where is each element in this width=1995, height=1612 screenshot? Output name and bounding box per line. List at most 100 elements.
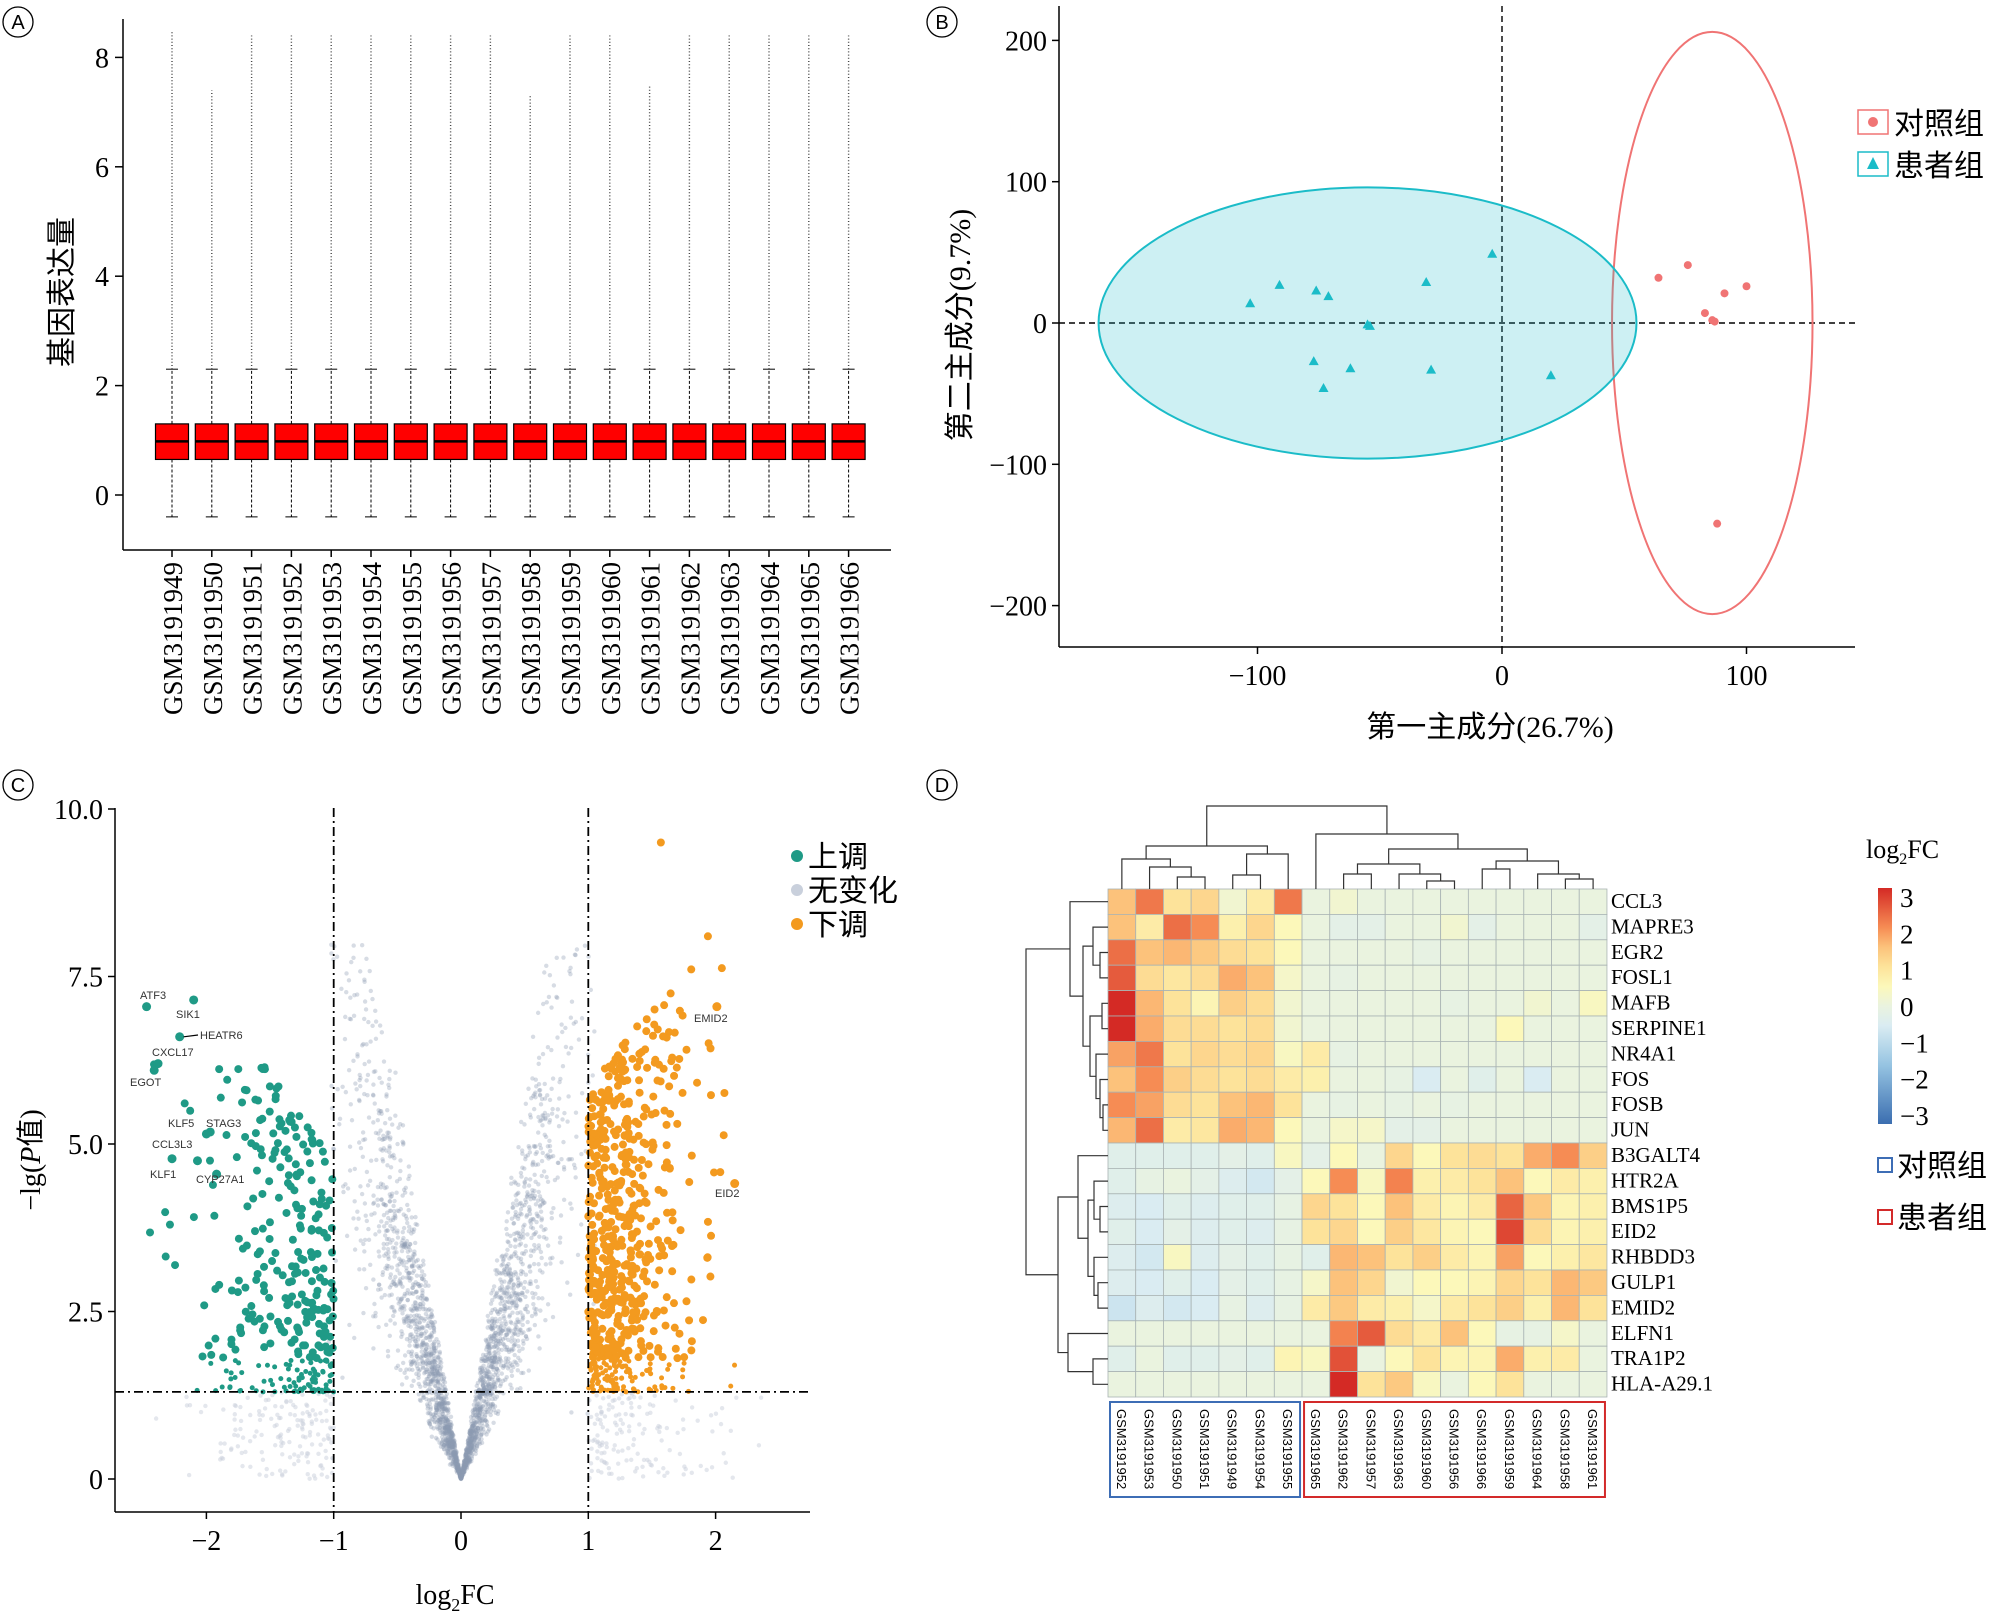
heatmap-cell-EMID2-GSM3191958 [1551, 1295, 1580, 1322]
point-unchanged [459, 1470, 465, 1476]
point-unchanged [513, 1253, 519, 1259]
point-unchanged [519, 1148, 525, 1153]
heatmap-cell-HLA-A29.1-GSM3191951 [1190, 1371, 1220, 1398]
point-unchanged [408, 1359, 413, 1364]
point-unchanged [418, 1331, 424, 1336]
heatmap-cell-GULP1-GSM3191963 [1384, 1269, 1414, 1296]
point-unchanged [462, 1465, 467, 1471]
row-dendrogram [1093, 1256, 1108, 1296]
point-unchanged [315, 1432, 321, 1437]
point-unchanged [520, 1315, 526, 1320]
point-unchanged [393, 1245, 398, 1251]
point-unchanged [371, 1193, 376, 1198]
heatmap-cell-ELFN1-GSM3191961 [1578, 1320, 1608, 1347]
point-down [634, 1353, 643, 1362]
point-unchanged [559, 1157, 564, 1162]
x-tick-label: GSM3191963 [715, 562, 745, 715]
point-unchanged [537, 1346, 542, 1351]
point-unchanged [478, 1405, 483, 1410]
point-unchanged [526, 1183, 532, 1188]
row-dendrogram [1077, 1155, 1108, 1239]
column-dendrogram [1343, 873, 1372, 889]
point-unchanged [490, 1288, 496, 1293]
point-unchanged [414, 1273, 420, 1278]
point-unchanged [595, 1433, 600, 1438]
point-unchanged [280, 1452, 285, 1457]
point-down [609, 1200, 618, 1209]
point-unchanged [396, 1208, 402, 1214]
point-unchanged [409, 1354, 414, 1359]
point-unchanged [516, 1329, 522, 1334]
heatmap-cell-MAFB-GSM3191959 [1495, 990, 1525, 1017]
point-unchanged [511, 1343, 516, 1349]
point-unchanged [465, 1457, 471, 1462]
point-unchanged [424, 1296, 429, 1301]
point-unchanged [486, 1319, 492, 1325]
heatmap-cell-CCL3-GSM3191955 [1273, 888, 1303, 915]
point-unchanged [442, 1442, 447, 1448]
group-legend-key [1877, 1209, 1893, 1225]
point-unchanged [442, 1423, 447, 1429]
heatmap-cell-GULP1-GSM3191950 [1163, 1269, 1192, 1296]
point-unchanged [470, 1425, 475, 1431]
point-unchanged [545, 1302, 551, 1307]
point-unchanged [358, 1083, 363, 1089]
point-down [588, 1220, 597, 1229]
point-up [252, 1166, 261, 1175]
point-down [600, 1126, 609, 1135]
point-unchanged [520, 1346, 525, 1351]
point-unchanged [442, 1406, 447, 1411]
point-unchanged [481, 1387, 486, 1392]
point-unchanged [362, 999, 368, 1004]
point-unchanged [466, 1447, 472, 1452]
point-unchanged [460, 1472, 465, 1478]
point-unchanged [456, 1467, 462, 1472]
heatmap-cell-FOS-GSM3191950 [1163, 1066, 1192, 1093]
point-unchanged [399, 1334, 404, 1340]
point-unchanged [568, 1045, 574, 1051]
point-unchanged [400, 1229, 405, 1235]
point-unchanged [316, 1451, 321, 1457]
point-unchanged [454, 1470, 460, 1475]
point-unchanged [438, 1397, 444, 1402]
heatmap-cell-B3GALT4-GSM3191955 [1273, 1142, 1303, 1169]
point-unchanged [537, 1234, 542, 1239]
heatmap-cell-RHBDD3-GSM3191954 [1246, 1244, 1275, 1271]
heatmap-cell-GULP1-GSM3191965 [1301, 1269, 1331, 1296]
point-unchanged [533, 1278, 539, 1284]
point-unchanged [349, 1118, 355, 1123]
point-down [611, 1055, 620, 1064]
row-label: HLA-A29.1 [1611, 1372, 1713, 1396]
point-unchanged [427, 1367, 433, 1372]
heatmap-cell-RHBDD3-GSM3191957 [1357, 1244, 1386, 1271]
heatmap-cell-HTR2A-GSM3191954 [1246, 1168, 1275, 1195]
point-unchanged [435, 1394, 441, 1399]
point-unchanged [462, 1462, 467, 1467]
heatmap-cell-TRA1P2-GSM3191958 [1551, 1345, 1580, 1372]
point-unchanged [371, 1201, 376, 1206]
pca-point-patient [1308, 356, 1319, 366]
heatmap-cell-FOSL1-GSM3191952 [1107, 964, 1137, 992]
point-unchanged [509, 1175, 514, 1181]
point-down [638, 1171, 647, 1180]
point-unchanged [532, 1144, 537, 1150]
point-unchanged [487, 1385, 492, 1390]
point-unchanged [449, 1437, 454, 1443]
point-unchanged [433, 1389, 439, 1394]
point-unchanged [505, 1270, 511, 1275]
point-unchanged [348, 1017, 354, 1022]
point-unchanged [449, 1445, 455, 1450]
point-unchanged [397, 1271, 402, 1276]
point-unchanged [436, 1402, 441, 1407]
point-unchanged [187, 1403, 193, 1408]
heatmap-cell-FOSB-GSM3191957 [1357, 1091, 1386, 1118]
point-unchanged [279, 1404, 284, 1410]
point-down [675, 1054, 684, 1063]
point-unchanged [471, 1438, 477, 1443]
point-unchanged [394, 1282, 399, 1287]
point-unchanged [557, 1240, 563, 1245]
point-unchanged [340, 1084, 345, 1090]
point-unchanged [494, 1394, 500, 1399]
point-unchanged [414, 1353, 420, 1359]
point-unchanged [510, 1300, 515, 1305]
